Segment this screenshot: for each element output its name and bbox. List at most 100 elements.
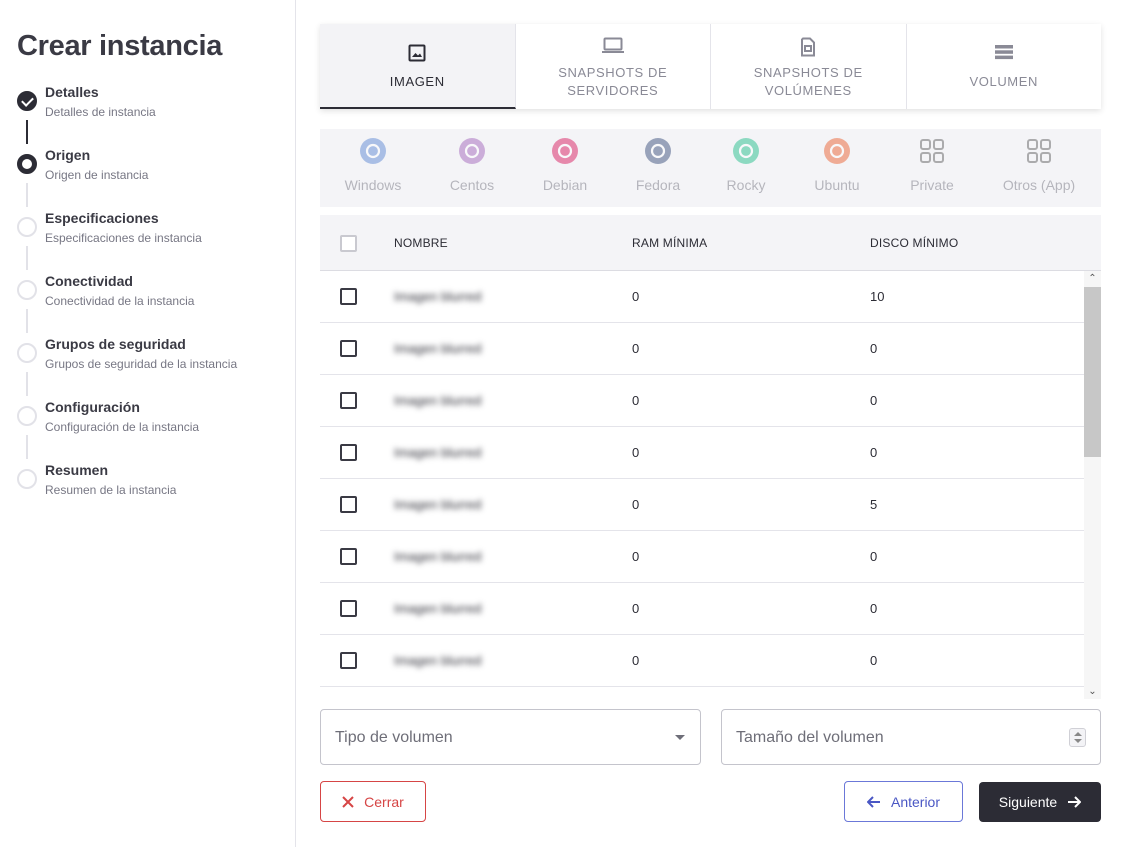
- row-checkbox[interactable]: [340, 548, 357, 565]
- table-row[interactable]: Imagen blurred 0 0: [320, 635, 1084, 687]
- debian-logo-icon: [551, 137, 579, 165]
- laptop-icon: [601, 37, 625, 60]
- step-description: Especificaciones de instancia: [45, 231, 202, 245]
- image-table: NOMBRE RAM MÍNIMA DISCO MÍNIMO Imagen bl…: [320, 215, 1101, 699]
- os-filter-windows[interactable]: Windows: [328, 137, 418, 193]
- row-checkbox[interactable]: [340, 392, 357, 409]
- ram-cell: 0: [632, 497, 640, 512]
- step-description: Resumen de la instancia: [45, 483, 177, 497]
- radio-empty-icon: [17, 469, 37, 489]
- windows-logo-icon: [359, 137, 387, 165]
- volume-size-placeholder: Tamaño del volumen: [736, 729, 884, 746]
- os-filter-label: Rocky: [726, 177, 766, 193]
- os-filter-rocky[interactable]: Rocky: [701, 137, 791, 193]
- step-name: Origen: [45, 147, 91, 163]
- step-name: Especificaciones: [45, 210, 159, 226]
- os-filter-otros-app[interactable]: Otros (App): [994, 137, 1084, 193]
- step-connector: [26, 120, 28, 144]
- wizard-sidebar: Crear instancia Detalles Detalles de inst…: [0, 0, 296, 847]
- sim-card-icon: [799, 37, 817, 62]
- grid-icon: [1025, 137, 1053, 165]
- table-row[interactable]: Imagen blurred 0 5: [320, 479, 1084, 531]
- radio-empty-icon: [17, 280, 37, 300]
- row-checkbox[interactable]: [340, 340, 357, 357]
- previous-button-label: Anterior: [890, 793, 941, 810]
- row-checkbox[interactable]: [340, 496, 357, 513]
- disk-cell: 0: [870, 601, 878, 616]
- table-row[interactable]: Imagen blurred 0 0: [320, 531, 1084, 583]
- ram-cell: 0: [632, 549, 640, 564]
- table-row[interactable]: Imagen blurred 0 0: [320, 323, 1084, 375]
- table-row[interactable]: Imagen blurred 0 0: [320, 375, 1084, 427]
- os-filter-debian[interactable]: Debian: [520, 137, 610, 193]
- os-filter-ubuntu[interactable]: Ubuntu: [792, 137, 882, 193]
- scroll-up-icon[interactable]: ⌃: [1088, 273, 1097, 284]
- image-name-cell: Imagen blurred: [394, 341, 482, 356]
- table-row[interactable]: Imagen blurred 0 0: [320, 583, 1084, 635]
- volume-type-select[interactable]: Tipo de volumen: [320, 709, 701, 765]
- dropdown-caret-icon: [675, 735, 685, 740]
- disk-cell: 0: [870, 341, 878, 356]
- column-header-ram[interactable]: RAM MÍNIMA: [632, 236, 708, 250]
- step-name: Conectividad: [45, 273, 133, 289]
- arrow-left-icon: [866, 795, 880, 808]
- os-filter-fedora[interactable]: Fedora: [613, 137, 703, 193]
- os-filter-label: Private: [910, 177, 954, 193]
- tab-volumen[interactable]: Volumen: [907, 24, 1102, 109]
- number-spinner-icon[interactable]: [1069, 728, 1086, 747]
- column-header-disk[interactable]: DISCO MÍNIMO: [870, 236, 959, 250]
- os-filter-label: Ubuntu: [814, 177, 860, 193]
- page-title: Crear instancia: [17, 30, 223, 62]
- scroll-down-icon[interactable]: ⌄: [1088, 686, 1097, 697]
- table-scrollbar[interactable]: ⌃ ⌄: [1084, 271, 1101, 699]
- step-description: Conectividad de la instancia: [45, 294, 195, 308]
- close-button[interactable]: Cerrar: [320, 781, 426, 822]
- table-header: NOMBRE RAM MÍNIMA DISCO MÍNIMO: [320, 215, 1101, 271]
- step-name: Detalles: [45, 84, 99, 100]
- select-all-checkbox[interactable]: [340, 235, 357, 252]
- previous-button[interactable]: Anterior: [844, 781, 963, 822]
- table-row[interactable]: Imagen blurred 0 0: [320, 427, 1084, 479]
- tab-imagen[interactable]: Imagen: [320, 24, 516, 109]
- centos-logo-icon: [458, 137, 486, 165]
- ram-cell: 0: [632, 601, 640, 616]
- ram-cell: 0: [632, 341, 640, 356]
- ubuntu-logo-icon: [823, 137, 851, 165]
- os-filter-label: Otros (App): [1002, 177, 1076, 193]
- volume-size-input[interactable]: Tamaño del volumen: [721, 709, 1101, 765]
- image-name-cell: Imagen blurred: [394, 601, 482, 616]
- radio-empty-icon: [17, 343, 37, 363]
- grid-icon: [918, 137, 946, 165]
- row-checkbox[interactable]: [340, 652, 357, 669]
- radio-empty-icon: [17, 217, 37, 237]
- tab-snapshots-de-servidores[interactable]: Snapshots de servidores: [516, 24, 711, 109]
- tab-snapshots-de-vol-menes[interactable]: Snapshots de volúmenes: [711, 24, 907, 109]
- scrollbar-thumb[interactable]: [1084, 287, 1101, 457]
- os-filter-centos[interactable]: Centos: [427, 137, 517, 193]
- table-body: Imagen blurred 0 10 Imagen blurred 0 0 Imagen …: [320, 271, 1084, 699]
- step-description: Grupos de seguridad de la instancia: [45, 357, 238, 371]
- os-filter-label: Centos: [449, 177, 495, 193]
- rocky-logo-icon: [732, 137, 760, 165]
- table-row[interactable]: Imagen blurred 0 10: [320, 271, 1084, 323]
- column-header-name[interactable]: NOMBRE: [394, 236, 448, 250]
- disk-cell: 0: [870, 445, 878, 460]
- step-connector: [26, 246, 28, 270]
- image-name-cell: Imagen blurred: [394, 653, 482, 668]
- row-checkbox[interactable]: [340, 444, 357, 461]
- os-filter-label: Windows: [344, 177, 402, 193]
- step-description: Configuración de la instancia: [45, 420, 200, 434]
- os-filter-private[interactable]: Private: [887, 137, 977, 193]
- tab-label: Snapshots de volúmenes: [753, 65, 863, 98]
- ram-cell: 0: [632, 289, 640, 304]
- row-checkbox[interactable]: [340, 288, 357, 305]
- row-checkbox[interactable]: [340, 600, 357, 617]
- ram-cell: 0: [632, 445, 640, 460]
- step-connector: [26, 435, 28, 459]
- storage-icon: [994, 44, 1014, 65]
- next-button[interactable]: Siguiente: [979, 782, 1101, 822]
- tab-label: Snapshots de servidores: [558, 65, 668, 98]
- tab-label: Imagen: [389, 74, 445, 89]
- arrow-right-icon: [1068, 796, 1082, 808]
- step-description: Origen de instancia: [45, 168, 149, 182]
